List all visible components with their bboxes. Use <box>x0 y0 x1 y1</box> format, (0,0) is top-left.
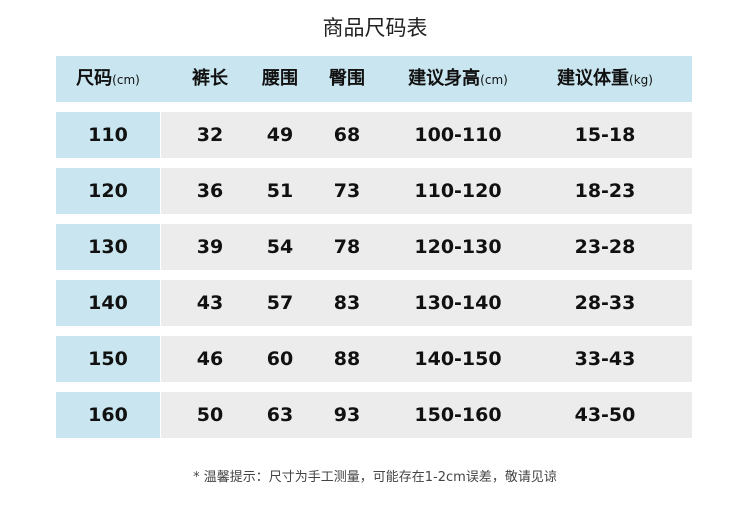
cell-hip: 88 <box>333 348 361 370</box>
cell-pants-length: 46 <box>196 348 224 370</box>
row-background <box>161 336 692 382</box>
header-waist: 腰围 <box>250 56 310 102</box>
cell-waist: 51 <box>266 180 294 202</box>
header-label: 裤长 <box>192 68 228 89</box>
cell-recommended-weight: 15-18 <box>574 124 636 146</box>
cell-waist: 49 <box>266 124 294 146</box>
header-pants-length: 裤长 <box>180 56 240 102</box>
cell-recommended-height: 110-120 <box>414 180 502 202</box>
cell-pants-length: 32 <box>196 124 224 146</box>
measurement-note: * 温馨提示：尺寸为手工测量，可能存在1-2cm误差，敬请见谅 <box>193 470 557 485</box>
cell-hip: 83 <box>333 292 361 314</box>
table-row: 160 50 63 93 150-160 43-50 <box>56 392 692 438</box>
header-label: 建议体重 <box>557 68 630 89</box>
cell-recommended-weight: 33-43 <box>574 348 636 370</box>
cell-pants-length: 36 <box>196 180 224 202</box>
cell-waist: 60 <box>266 348 294 370</box>
page-title: 商品尺码表 <box>322 16 428 40</box>
cell-hip: 93 <box>333 404 361 426</box>
header-label: 腰围 <box>262 68 298 89</box>
header-label: 建议身高 <box>408 68 481 89</box>
table-row: 120 36 51 73 110-120 18-23 <box>56 168 692 214</box>
cell-size: 140 <box>56 280 160 326</box>
cell-hip: 78 <box>333 236 361 258</box>
cell-pants-length: 43 <box>196 292 224 314</box>
header-recommended-weight: 建议体重(kg) <box>540 56 670 102</box>
cell-recommended-weight: 23-28 <box>574 236 636 258</box>
header-unit: (cm) <box>480 73 508 87</box>
cell-waist: 54 <box>266 236 294 258</box>
header-hip: 臀围 <box>317 56 377 102</box>
header-label: 臀围 <box>329 68 365 89</box>
cell-pants-length: 39 <box>196 236 224 258</box>
cell-size: 110 <box>56 112 160 158</box>
cell-recommended-height: 150-160 <box>414 404 502 426</box>
cell-hip: 73 <box>333 180 361 202</box>
header-label: 尺码 <box>76 68 113 89</box>
cell-size: 150 <box>56 336 160 382</box>
header-unit: (cm) <box>112 73 140 87</box>
row-background <box>161 112 692 158</box>
cell-recommended-weight: 18-23 <box>574 180 636 202</box>
cell-hip: 68 <box>333 124 361 146</box>
row-background <box>161 392 692 438</box>
cell-recommended-weight: 28-33 <box>574 292 636 314</box>
header-size: 尺码(cm) <box>56 56 160 102</box>
table-row: 150 46 60 88 140-150 33-43 <box>56 336 692 382</box>
cell-recommended-weight: 43-50 <box>574 404 636 426</box>
cell-waist: 63 <box>266 404 294 426</box>
cell-size: 120 <box>56 168 160 214</box>
cell-waist: 57 <box>266 292 294 314</box>
row-background <box>161 168 692 214</box>
table-row: 110 32 49 68 100-110 15-18 <box>56 112 692 158</box>
row-background <box>161 280 692 326</box>
table-header: 尺码(cm) 裤长 腰围 臀围 建议身高(cm) 建议体重(kg) <box>56 56 692 102</box>
row-background <box>161 224 692 270</box>
cell-recommended-height: 130-140 <box>414 292 502 314</box>
table-row: 130 39 54 78 120-130 23-28 <box>56 224 692 270</box>
cell-pants-length: 50 <box>196 404 224 426</box>
table-row: 140 43 57 83 130-140 28-33 <box>56 280 692 326</box>
header-recommended-height: 建议身高(cm) <box>386 56 530 102</box>
cell-recommended-height: 120-130 <box>414 236 502 258</box>
cell-recommended-height: 100-110 <box>414 124 502 146</box>
header-unit: (kg) <box>629 73 653 87</box>
cell-size: 130 <box>56 224 160 270</box>
cell-recommended-height: 140-150 <box>414 348 502 370</box>
cell-size: 160 <box>56 392 160 438</box>
